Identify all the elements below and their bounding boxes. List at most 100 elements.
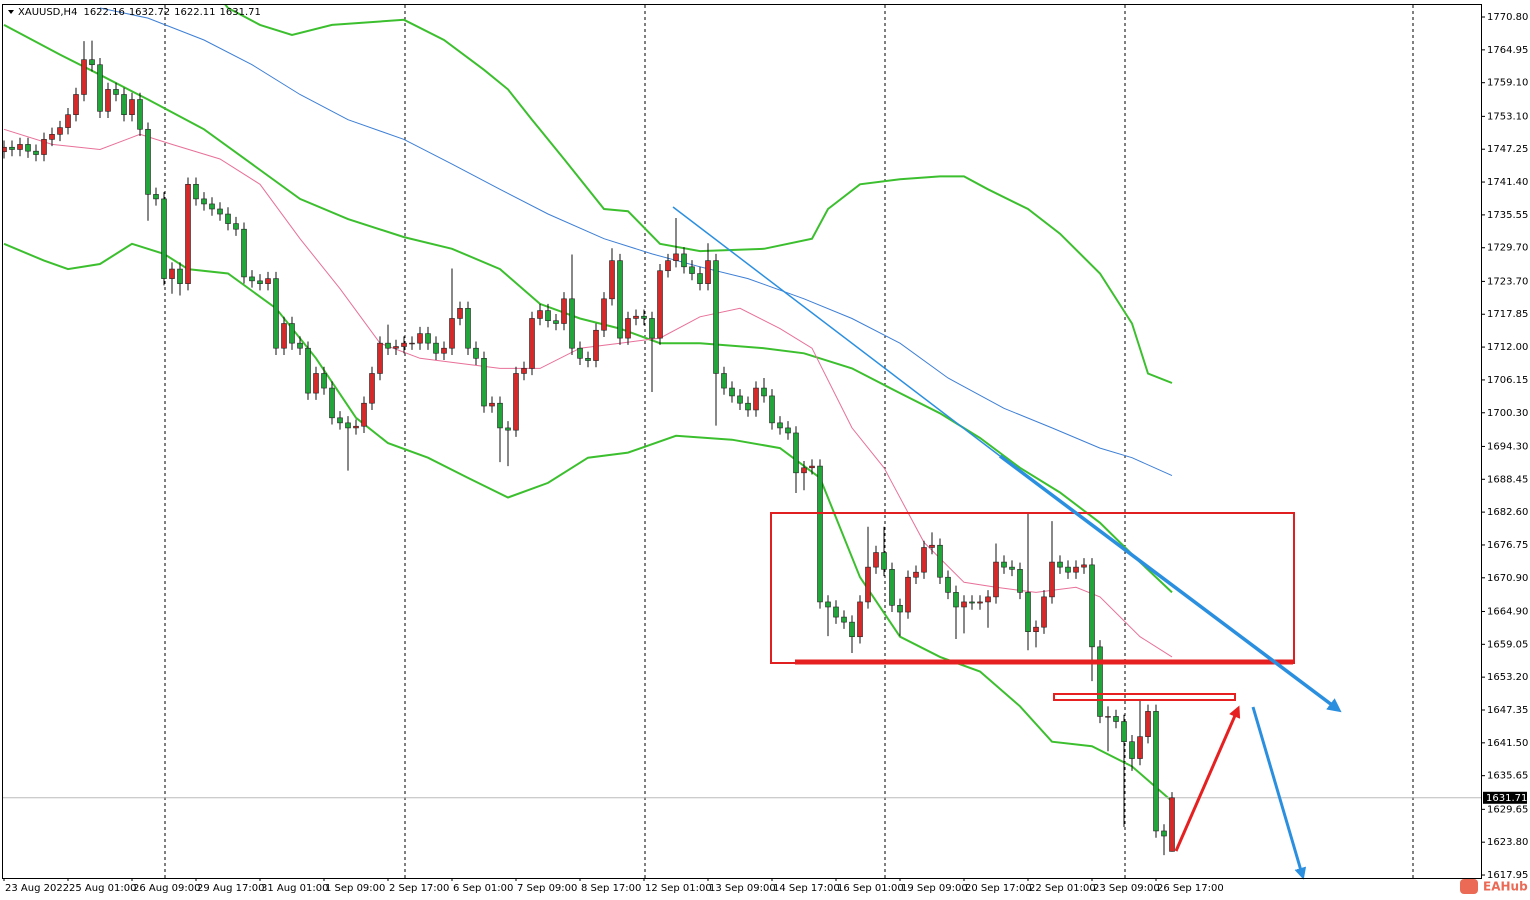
candle-body [145,128,151,195]
candle-body [425,333,431,344]
x-tick-label: 20 Sep 17:00 [965,883,1032,894]
candle-body [929,544,935,548]
candle-body [937,544,943,578]
y-tick-label: 1670.90 [1487,573,1528,584]
candle-body [97,64,103,112]
candle-body [761,387,767,397]
candle-body [217,208,223,215]
candle-body [65,114,71,128]
candle-body [225,213,231,224]
x-tick-label: 13 Sep 09:00 [709,883,776,894]
candle-body [737,395,743,404]
x-tick-label: 2 Sep 17:00 [389,883,449,894]
candle-body [673,253,679,261]
candle-body [329,387,335,419]
candle-body [633,315,639,319]
candle-body [409,342,415,345]
candle-body [89,59,95,66]
candle-body [529,318,535,369]
candle-body [601,298,607,331]
candle-body [513,373,519,431]
candle-body [497,402,503,429]
candle-body [209,203,215,210]
candle-body [121,94,127,115]
candle-body [193,183,199,200]
open-value: 1622.16 [83,7,124,18]
candle-body [401,342,407,347]
candle-body [569,298,575,349]
x-tick-label: 6 Sep 01:00 [453,883,513,894]
candle-body [305,347,311,394]
candle-body [753,387,759,411]
candle-body [457,308,463,319]
candle-body [881,552,887,570]
candle-body [1097,646,1103,717]
candle-body [257,280,263,284]
y-tick-label: 1694.30 [1487,441,1528,452]
candle-body [617,260,623,339]
high-value: 1632.72 [129,7,170,18]
candle-body [57,127,63,135]
candle-body [337,417,343,424]
candle-body [833,606,839,618]
symbol: XAUUSD,H4 [18,7,77,18]
candle-body [993,561,999,598]
candle-body [1137,736,1143,759]
watermark: EAHub [1483,880,1528,894]
candle-body [889,569,895,606]
candle-body [73,94,79,115]
menu-triangle [8,10,14,14]
y-tick-label: 1682.60 [1487,507,1528,518]
y-tick-label: 1635.65 [1487,771,1528,782]
candle-body [273,278,279,349]
candle-body [113,89,119,95]
candle-body [313,373,319,394]
candle-body [1129,741,1135,759]
candle-body [33,150,39,155]
y-tick-label: 1688.45 [1487,474,1528,485]
candle-body [161,198,167,279]
candle-body [153,194,159,200]
y-tick-label: 1617.95 [1487,870,1528,881]
x-tick-label: 7 Sep 09:00 [517,883,577,894]
candle-body [281,323,287,349]
candle-body [1009,566,1015,570]
x-tick-label: 16 Sep 01:00 [837,883,904,894]
candle-body [449,318,455,349]
y-tick-label: 1676.75 [1487,540,1528,551]
candle-body [377,342,383,374]
candle-body [649,318,655,339]
up-arrow [1174,705,1241,852]
candle-body [105,89,111,112]
candle-body [185,183,191,284]
y-tick-label: 1747.25 [1487,144,1528,155]
candle-body [785,427,791,434]
candle-body [577,347,583,359]
candle-body [265,278,271,284]
x-tick-label: 12 Sep 01:00 [645,883,712,894]
trend-line [998,454,1342,713]
candle-body [1145,711,1151,737]
candle-body [289,323,295,344]
y-tick-label: 1659.05 [1487,639,1528,650]
candle-body [369,373,375,404]
candle-body [537,310,543,319]
y-tick-label: 1759.10 [1487,78,1528,89]
candle-body [721,373,727,389]
resistance-zone [1053,693,1236,701]
watermark-logo: EAHub [1460,879,1528,894]
y-tick-label: 1706.15 [1487,375,1528,386]
candle-body [961,601,967,608]
candle-body [809,465,815,469]
candle-body [905,576,911,613]
candle-body [609,260,615,300]
y-tick-label: 1717.85 [1487,309,1528,320]
candle-body [521,368,527,374]
candle-body [241,228,247,278]
y-tick-label: 1741.40 [1487,177,1528,188]
y-tick-label: 1764.95 [1487,45,1528,56]
candle-body [729,387,735,397]
candle-body [593,329,599,361]
candle-body [41,139,47,155]
